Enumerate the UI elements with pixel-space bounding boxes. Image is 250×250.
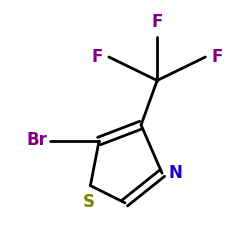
Text: F: F [152,13,163,31]
Text: S: S [83,193,95,211]
Text: N: N [168,164,182,182]
Text: Br: Br [26,131,47,149]
Text: F: F [212,48,223,66]
Text: F: F [92,48,103,66]
